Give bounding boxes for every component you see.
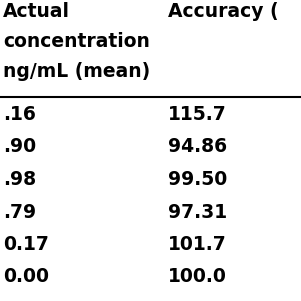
Text: .98: .98 (3, 170, 36, 189)
Text: 94.86: 94.86 (168, 138, 227, 157)
Text: .79: .79 (3, 203, 36, 222)
Text: 99.50: 99.50 (168, 170, 227, 189)
Text: 0.00: 0.00 (3, 268, 49, 287)
Text: Actual: Actual (3, 2, 70, 21)
Text: .16: .16 (3, 105, 36, 124)
Text: 0.17: 0.17 (3, 235, 49, 254)
Text: 101.7: 101.7 (168, 235, 227, 254)
Text: 97.31: 97.31 (168, 203, 227, 222)
Text: Accuracy (: Accuracy ( (168, 2, 279, 21)
Text: concentration: concentration (3, 32, 150, 51)
Text: 115.7: 115.7 (168, 105, 227, 124)
Text: .90: .90 (3, 138, 36, 157)
Text: ng/mL (mean): ng/mL (mean) (3, 62, 150, 81)
Text: 100.0: 100.0 (168, 268, 227, 287)
